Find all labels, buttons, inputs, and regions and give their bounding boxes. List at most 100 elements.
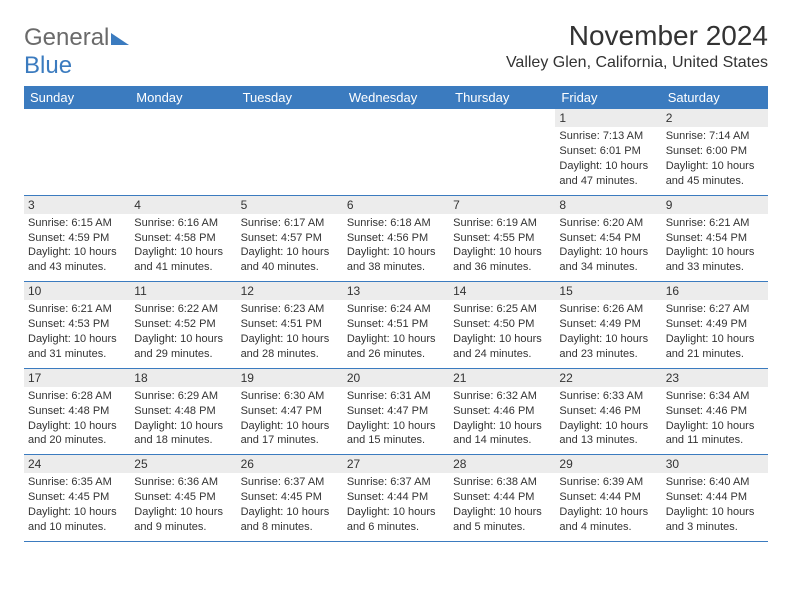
day-number: 17 <box>24 369 130 387</box>
daylight-text: Daylight: 10 hours and 33 minutes. <box>666 245 764 275</box>
sunset-text: Sunset: 4:55 PM <box>453 231 551 246</box>
sunset-text: Sunset: 4:48 PM <box>28 404 126 419</box>
sunset-text: Sunset: 4:54 PM <box>666 231 764 246</box>
day-cell: 29Sunrise: 6:39 AMSunset: 4:44 PMDayligh… <box>555 455 661 541</box>
day-number: 25 <box>130 455 236 473</box>
day-cell: 18Sunrise: 6:29 AMSunset: 4:48 PMDayligh… <box>130 369 236 455</box>
day-number: 24 <box>24 455 130 473</box>
day-header: Thursday <box>449 86 555 109</box>
logo-word1: General <box>24 24 109 51</box>
calendar-body: 1Sunrise: 7:13 AMSunset: 6:01 PMDaylight… <box>24 109 768 542</box>
day-number: 21 <box>449 369 555 387</box>
sunrise-text: Sunrise: 6:24 AM <box>347 302 445 317</box>
day-number: 3 <box>24 196 130 214</box>
week-row: 17Sunrise: 6:28 AMSunset: 4:48 PMDayligh… <box>24 369 768 456</box>
sunset-text: Sunset: 4:46 PM <box>666 404 764 419</box>
sunrise-text: Sunrise: 6:38 AM <box>453 475 551 490</box>
week-row: 10Sunrise: 6:21 AMSunset: 4:53 PMDayligh… <box>24 282 768 369</box>
sunset-text: Sunset: 6:00 PM <box>666 144 764 159</box>
daylight-text: Daylight: 10 hours and 24 minutes. <box>453 332 551 362</box>
sunrise-text: Sunrise: 6:26 AM <box>559 302 657 317</box>
day-header: Monday <box>130 86 236 109</box>
sunrise-text: Sunrise: 6:15 AM <box>28 216 126 231</box>
sunrise-text: Sunrise: 6:39 AM <box>559 475 657 490</box>
daylight-text: Daylight: 10 hours and 23 minutes. <box>559 332 657 362</box>
daylight-text: Daylight: 10 hours and 34 minutes. <box>559 245 657 275</box>
day-number: 29 <box>555 455 661 473</box>
daylight-text: Daylight: 10 hours and 14 minutes. <box>453 419 551 449</box>
daylight-text: Daylight: 10 hours and 36 minutes. <box>453 245 551 275</box>
week-row: 1Sunrise: 7:13 AMSunset: 6:01 PMDaylight… <box>24 109 768 196</box>
day-cell: 27Sunrise: 6:37 AMSunset: 4:44 PMDayligh… <box>343 455 449 541</box>
day-cell: 16Sunrise: 6:27 AMSunset: 4:49 PMDayligh… <box>662 282 768 368</box>
day-cell: 5Sunrise: 6:17 AMSunset: 4:57 PMDaylight… <box>237 196 343 282</box>
day-cell: 14Sunrise: 6:25 AMSunset: 4:50 PMDayligh… <box>449 282 555 368</box>
day-cell <box>237 109 343 195</box>
sunrise-text: Sunrise: 6:34 AM <box>666 389 764 404</box>
day-number: 18 <box>130 369 236 387</box>
daylight-text: Daylight: 10 hours and 6 minutes. <box>347 505 445 535</box>
day-cell: 3Sunrise: 6:15 AMSunset: 4:59 PMDaylight… <box>24 196 130 282</box>
day-cell: 8Sunrise: 6:20 AMSunset: 4:54 PMDaylight… <box>555 196 661 282</box>
sunrise-text: Sunrise: 6:21 AM <box>666 216 764 231</box>
daylight-text: Daylight: 10 hours and 10 minutes. <box>28 505 126 535</box>
sunrise-text: Sunrise: 6:20 AM <box>559 216 657 231</box>
day-number: 26 <box>237 455 343 473</box>
day-cell: 19Sunrise: 6:30 AMSunset: 4:47 PMDayligh… <box>237 369 343 455</box>
day-cell: 11Sunrise: 6:22 AMSunset: 4:52 PMDayligh… <box>130 282 236 368</box>
day-cell <box>24 109 130 195</box>
sunrise-text: Sunrise: 6:16 AM <box>134 216 232 231</box>
day-cell: 12Sunrise: 6:23 AMSunset: 4:51 PMDayligh… <box>237 282 343 368</box>
day-cell: 26Sunrise: 6:37 AMSunset: 4:45 PMDayligh… <box>237 455 343 541</box>
sunrise-text: Sunrise: 6:37 AM <box>347 475 445 490</box>
day-cell: 4Sunrise: 6:16 AMSunset: 4:58 PMDaylight… <box>130 196 236 282</box>
day-cell: 23Sunrise: 6:34 AMSunset: 4:46 PMDayligh… <box>662 369 768 455</box>
day-header: Sunday <box>24 86 130 109</box>
daylight-text: Daylight: 10 hours and 40 minutes. <box>241 245 339 275</box>
daylight-text: Daylight: 10 hours and 21 minutes. <box>666 332 764 362</box>
sunset-text: Sunset: 4:49 PM <box>559 317 657 332</box>
sunrise-text: Sunrise: 6:30 AM <box>241 389 339 404</box>
day-cell: 10Sunrise: 6:21 AMSunset: 4:53 PMDayligh… <box>24 282 130 368</box>
sunset-text: Sunset: 4:44 PM <box>453 490 551 505</box>
sunset-text: Sunset: 4:57 PM <box>241 231 339 246</box>
sunrise-text: Sunrise: 6:33 AM <box>559 389 657 404</box>
daylight-text: Daylight: 10 hours and 31 minutes. <box>28 332 126 362</box>
sunrise-text: Sunrise: 6:40 AM <box>666 475 764 490</box>
day-headers: Sunday Monday Tuesday Wednesday Thursday… <box>24 86 768 109</box>
sunset-text: Sunset: 4:46 PM <box>559 404 657 419</box>
sunset-text: Sunset: 4:56 PM <box>347 231 445 246</box>
day-header: Friday <box>555 86 661 109</box>
sunset-text: Sunset: 4:49 PM <box>666 317 764 332</box>
daylight-text: Daylight: 10 hours and 9 minutes. <box>134 505 232 535</box>
day-number: 27 <box>343 455 449 473</box>
sunrise-text: Sunrise: 6:18 AM <box>347 216 445 231</box>
week-row: 24Sunrise: 6:35 AMSunset: 4:45 PMDayligh… <box>24 455 768 542</box>
daylight-text: Daylight: 10 hours and 15 minutes. <box>347 419 445 449</box>
sunrise-text: Sunrise: 6:23 AM <box>241 302 339 317</box>
day-cell: 6 Sunrise: 6:18 AMSunset: 4:56 PMDaylight… <box>343 196 449 282</box>
sunrise-text: Sunrise: 6:32 AM <box>453 389 551 404</box>
sunset-text: Sunset: 4:51 PM <box>241 317 339 332</box>
day-number: 7 <box>449 196 555 214</box>
daylight-text: Daylight: 10 hours and 18 minutes. <box>134 419 232 449</box>
sunrise-text: Sunrise: 6:35 AM <box>28 475 126 490</box>
day-header: Tuesday <box>237 86 343 109</box>
daylight-text: Daylight: 10 hours and 26 minutes. <box>347 332 445 362</box>
day-cell: 22Sunrise: 6:33 AMSunset: 4:46 PMDayligh… <box>555 369 661 455</box>
logo-triangle-icon <box>111 33 129 45</box>
day-cell <box>343 109 449 195</box>
sunset-text: Sunset: 6:01 PM <box>559 144 657 159</box>
sunrise-text: Sunrise: 6:25 AM <box>453 302 551 317</box>
sunset-text: Sunset: 4:59 PM <box>28 231 126 246</box>
day-number: 5 <box>237 196 343 214</box>
daylight-text: Daylight: 10 hours and 28 minutes. <box>241 332 339 362</box>
day-cell: 7Sunrise: 6:19 AMSunset: 4:55 PMDaylight… <box>449 196 555 282</box>
day-number: 9 <box>662 196 768 214</box>
day-cell <box>449 109 555 195</box>
daylight-text: Daylight: 10 hours and 38 minutes. <box>347 245 445 275</box>
day-number: 14 <box>449 282 555 300</box>
title-block: November 2024 Valley Glen, California, U… <box>506 20 768 72</box>
day-cell: 2Sunrise: 7:14 AMSunset: 6:00 PMDaylight… <box>662 109 768 195</box>
day-number: 6 <box>343 196 449 214</box>
